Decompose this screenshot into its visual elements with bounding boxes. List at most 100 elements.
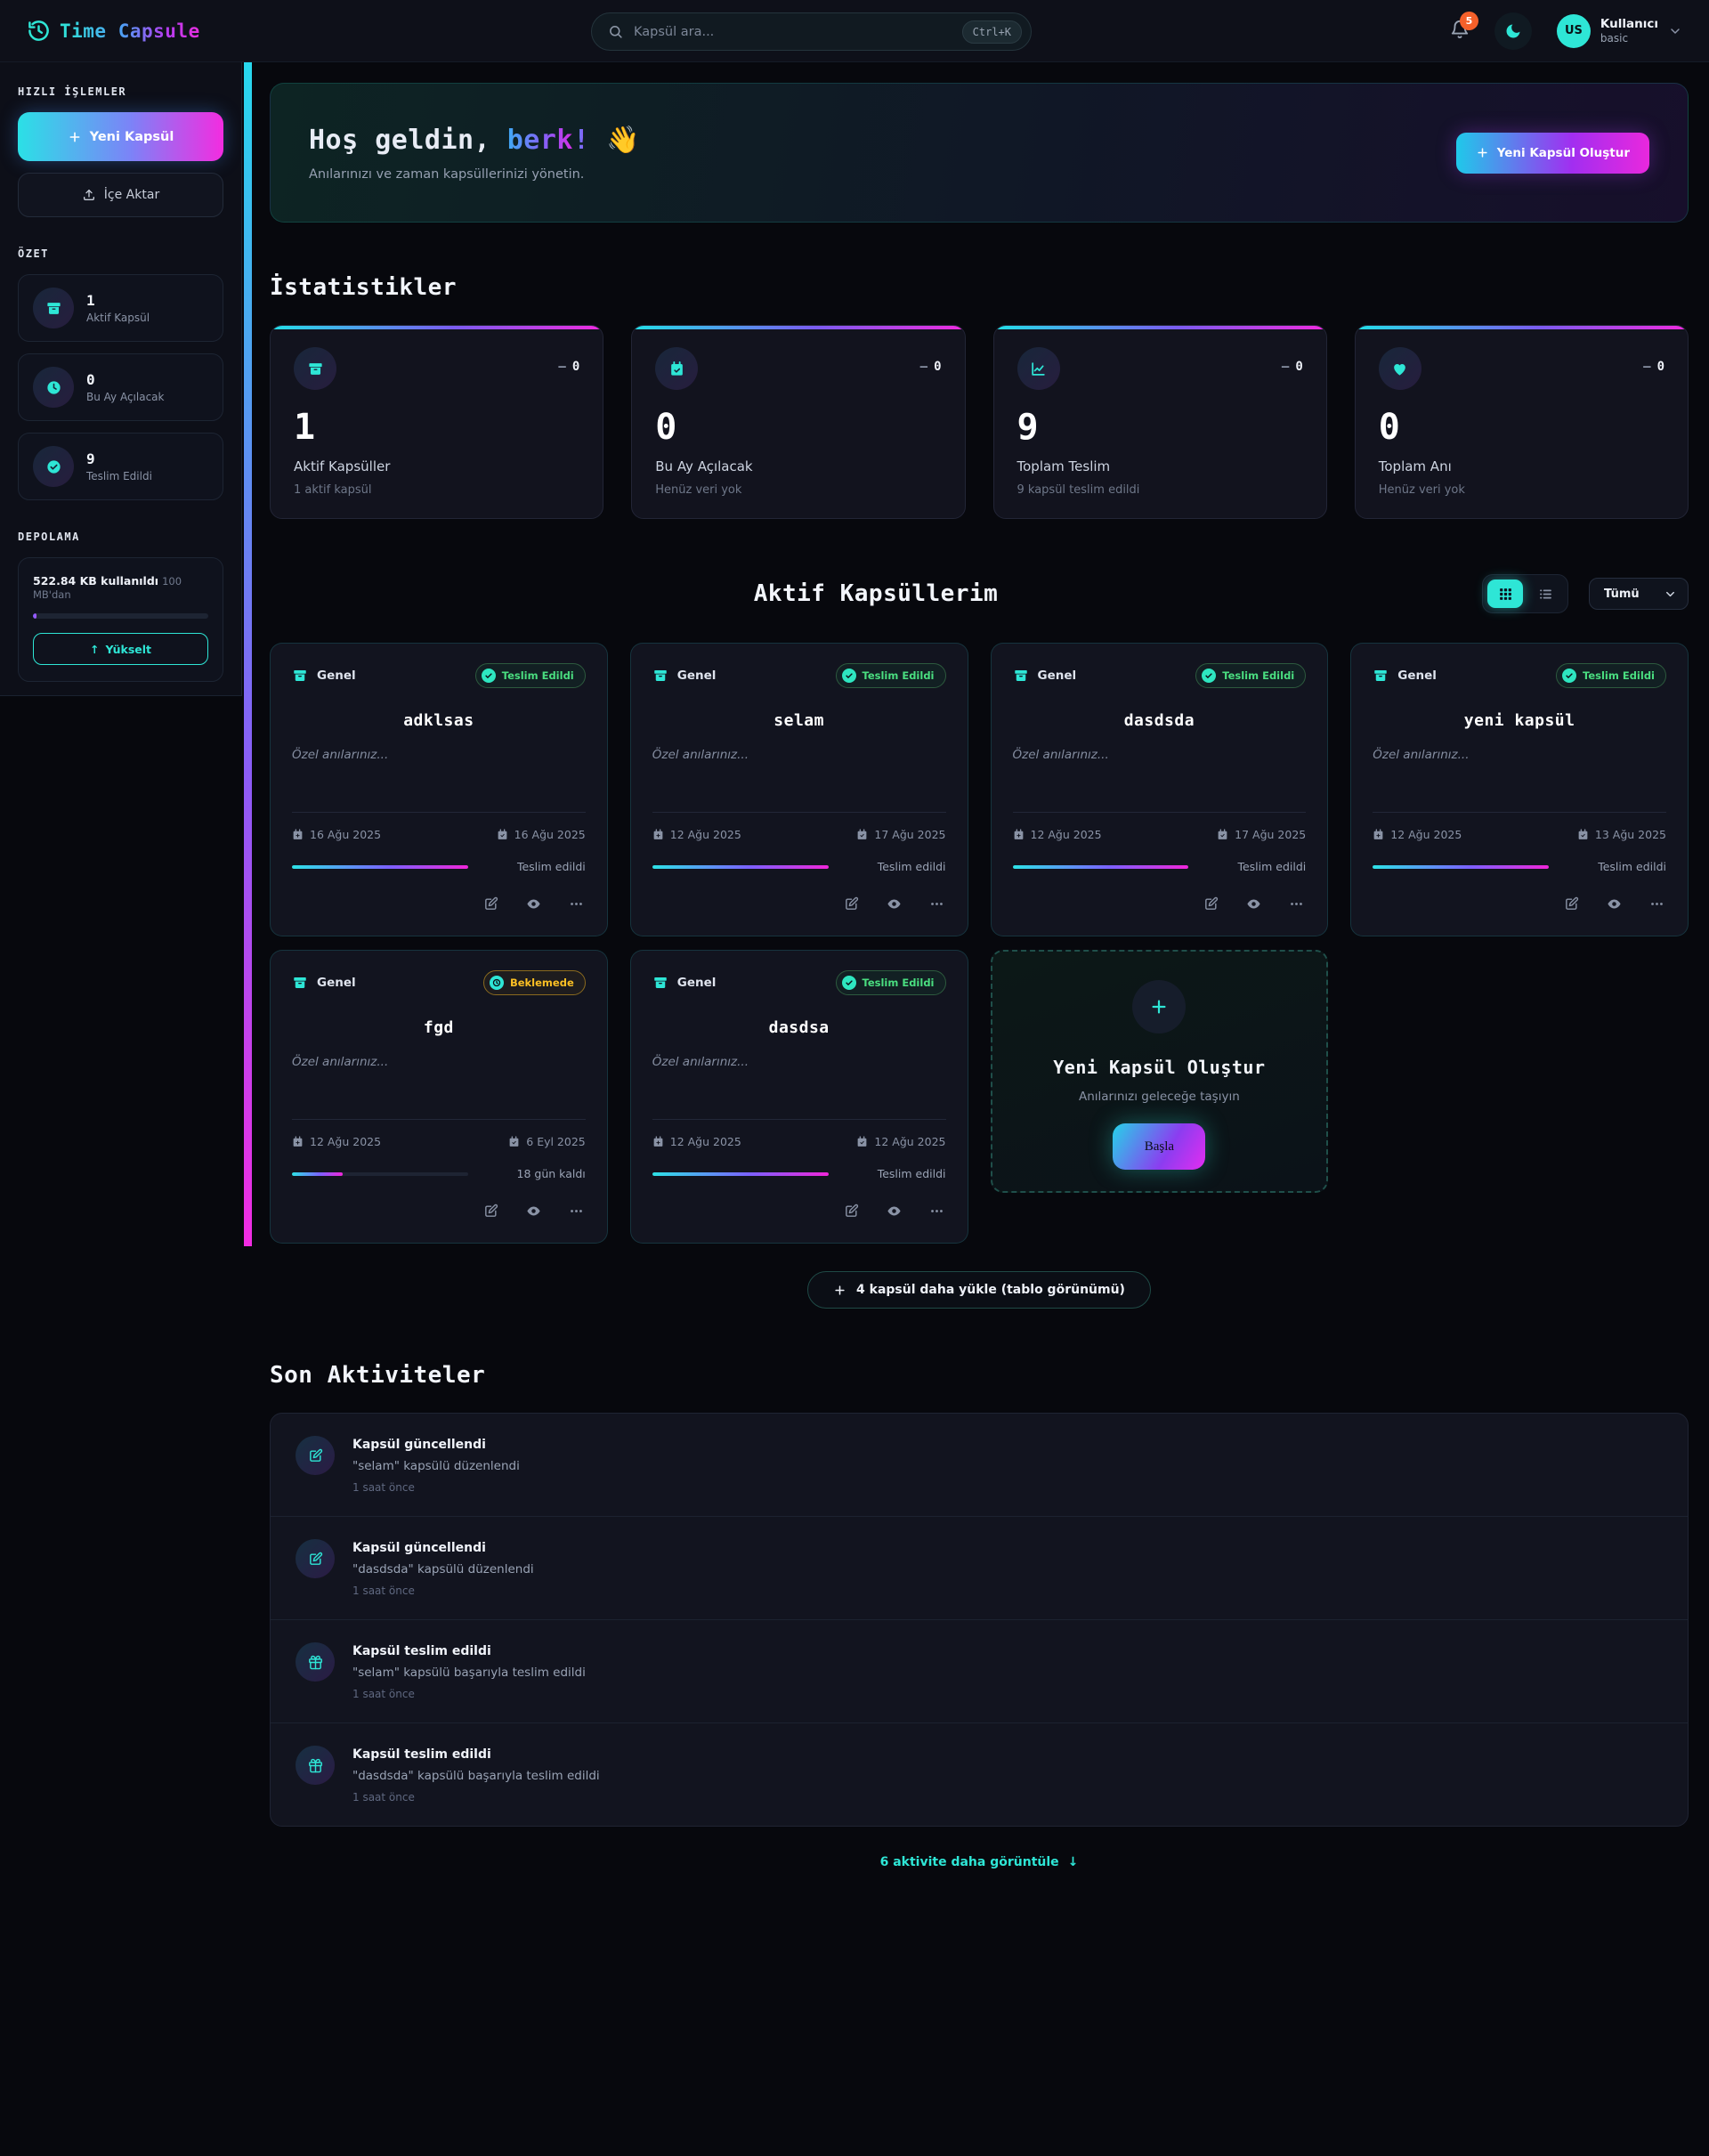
stat-value: 9 [1016, 407, 1039, 448]
stat-card-active-capsules: —0 1 Aktif Kapsüller 1 aktif kapsül [270, 325, 604, 519]
capsule-category: Genel [292, 668, 356, 684]
edit-capsule-button[interactable] [842, 895, 861, 916]
grid-view-button[interactable] [1487, 580, 1523, 608]
plus-icon [835, 1285, 845, 1295]
load-more-button[interactable]: 4 kapsül daha yükle (tablo görünümü) [807, 1271, 1151, 1309]
view-capsule-button[interactable] [524, 1202, 543, 1223]
main-content: Hoş geldin, berk! 👋 Anılarınızı ve zaman… [270, 62, 1689, 1869]
eye-icon [1608, 899, 1621, 909]
stat-sublabel: 1 aktif kapsül [294, 483, 372, 497]
more-options-button[interactable] [927, 1202, 946, 1223]
capsules-grid: Genel Teslim Edildi adklsas Özel anıları… [270, 643, 1689, 1244]
capsule-card: Genel Teslim Edildi selam Özel anılarını… [629, 643, 968, 936]
clock-icon [489, 976, 504, 990]
show-more-activities-link[interactable]: 6 aktivite daha görüntüle ↓ [879, 1855, 1079, 1869]
upgrade-button[interactable]: ↑ Yükselt [33, 633, 208, 665]
more-options-button[interactable] [1287, 895, 1306, 916]
capsule-card: Genel Teslim Edildi adklsas Özel anıları… [270, 643, 608, 936]
calendar-check-icon [858, 1136, 867, 1147]
capsule-title: selam [774, 711, 824, 730]
search-bar[interactable]: Ctrl+K [591, 12, 1032, 51]
more-options-button[interactable] [927, 895, 946, 916]
create-capsule-cta-button[interactable]: Yeni Kapsül Oluştur [1455, 132, 1649, 174]
capsule-progress-label: Teslim edildi [1237, 860, 1307, 873]
activity-item: Kapsül teslim edildi "dasdsda" kapsülü b… [271, 1722, 1688, 1826]
import-button[interactable]: İçe Aktar [18, 173, 223, 217]
calendar-icon [653, 829, 663, 839]
activity-title: Kapsül teslim edildi [352, 1644, 491, 1658]
activity-description: "dasdsda" kapsülü düzenlendi [352, 1562, 534, 1576]
capsule-box-icon [33, 288, 74, 328]
arrow-up-icon: ↑ [89, 642, 100, 656]
new-capsule-button[interactable]: Yeni Kapsül [18, 112, 223, 161]
filter-dropdown[interactable]: Tümü [1589, 578, 1689, 610]
search-input[interactable] [634, 24, 952, 39]
user-menu[interactable]: US Kullanıcı basic [1556, 13, 1682, 48]
view-capsule-button[interactable] [885, 895, 903, 916]
theme-toggle-button[interactable] [1494, 12, 1532, 50]
capsule-progress-fill [652, 864, 829, 869]
stats-grid: —0 1 Aktif Kapsüller 1 aktif kapsül —0 0… [270, 325, 1689, 519]
capsule-start-date: 12 Ağu 2025 [652, 828, 741, 841]
capsule-card: Genel Beklemede fgd Özel anılarınız... 1… [270, 950, 608, 1244]
start-button[interactable]: Başla [1113, 1123, 1206, 1170]
stat-card-total-delivered: —0 9 Toplam Teslim 9 kapsül teslim edild… [992, 325, 1327, 519]
calendar-icon [653, 1136, 663, 1147]
storage-progress-track [33, 613, 208, 619]
eye-icon [887, 899, 901, 909]
edit-icon [296, 1539, 335, 1578]
capsule-progress-track [1012, 864, 1189, 869]
activity-time: 1 saat önce [352, 1791, 415, 1803]
capsules-section-heading: Aktif Kapsüllerim [753, 580, 999, 607]
user-name: Kullanıcı [1600, 16, 1658, 31]
create-capsule-card[interactable]: Yeni Kapsül Oluştur Anılarınızı geleceğe… [990, 950, 1329, 1193]
more-options-button[interactable] [567, 1202, 586, 1223]
stat-label: Toplam Teslim [1016, 458, 1111, 474]
more-options-button[interactable] [1648, 895, 1666, 916]
edit-capsule-button[interactable] [1202, 895, 1220, 916]
storage-heading: DEPOLAMA [18, 531, 80, 543]
ellipsis-icon [930, 1210, 943, 1212]
view-capsule-button[interactable] [524, 895, 543, 916]
list-view-button[interactable] [1527, 580, 1563, 608]
edit-capsule-button[interactable] [842, 1202, 861, 1223]
edit-capsule-button[interactable] [482, 1202, 500, 1223]
capsule-description: Özel anılarınız... [1012, 748, 1109, 762]
capsule-description: Özel anılarınız... [292, 748, 389, 762]
capsule-box-icon [294, 670, 306, 681]
activity-description: "selam" kapsülü düzenlendi [352, 1459, 520, 1473]
capsule-title: yeni kapsül [1463, 711, 1575, 730]
status-badge: Beklemede [482, 970, 586, 995]
capsule-category: Genel [652, 668, 716, 684]
edit-capsule-button[interactable] [482, 895, 500, 916]
avatar: US [1556, 13, 1591, 48]
more-options-button[interactable] [567, 895, 586, 916]
view-capsule-button[interactable] [1605, 895, 1624, 916]
status-badge: Teslim Edildi [835, 663, 946, 688]
stat-trend: —0 [1281, 360, 1303, 374]
storage-limit: 100 MB'dan [33, 575, 182, 601]
calendar-check-icon [1578, 829, 1588, 839]
edit-icon [845, 896, 858, 910]
stat-trend: —0 [1643, 360, 1664, 374]
notifications-button[interactable]: 5 [1450, 11, 1478, 43]
edit-capsule-button[interactable] [1562, 895, 1581, 916]
eye-icon [887, 1206, 901, 1216]
view-capsule-button[interactable] [885, 1202, 903, 1223]
edit-icon [1566, 896, 1579, 910]
view-capsule-button[interactable] [1244, 895, 1263, 916]
capsule-progress-fill [652, 1171, 829, 1176]
check-icon [841, 669, 856, 683]
stat-label: Bu Ay Açılacak [655, 458, 753, 474]
capsule-box-icon [1014, 670, 1027, 681]
capsule-start-date: 12 Ağu 2025 [292, 1135, 381, 1148]
ellipsis-icon [570, 903, 582, 905]
capsule-title: dasdsda [1123, 711, 1195, 730]
divider [1373, 812, 1666, 813]
capsule-progress-label: Teslim edildi [1598, 860, 1666, 873]
stat-card-total-memories: —0 0 Toplam Anı Henüz veri yok [1354, 325, 1689, 519]
sidebar: HIZLI İŞLEMLER Yeni Kapsül İçe Aktar ÖZE… [0, 62, 242, 696]
capsule-category: Genel [652, 975, 716, 991]
calendar-check-icon [498, 829, 507, 839]
activities-section-heading: Son Aktiviteler [270, 1362, 486, 1389]
